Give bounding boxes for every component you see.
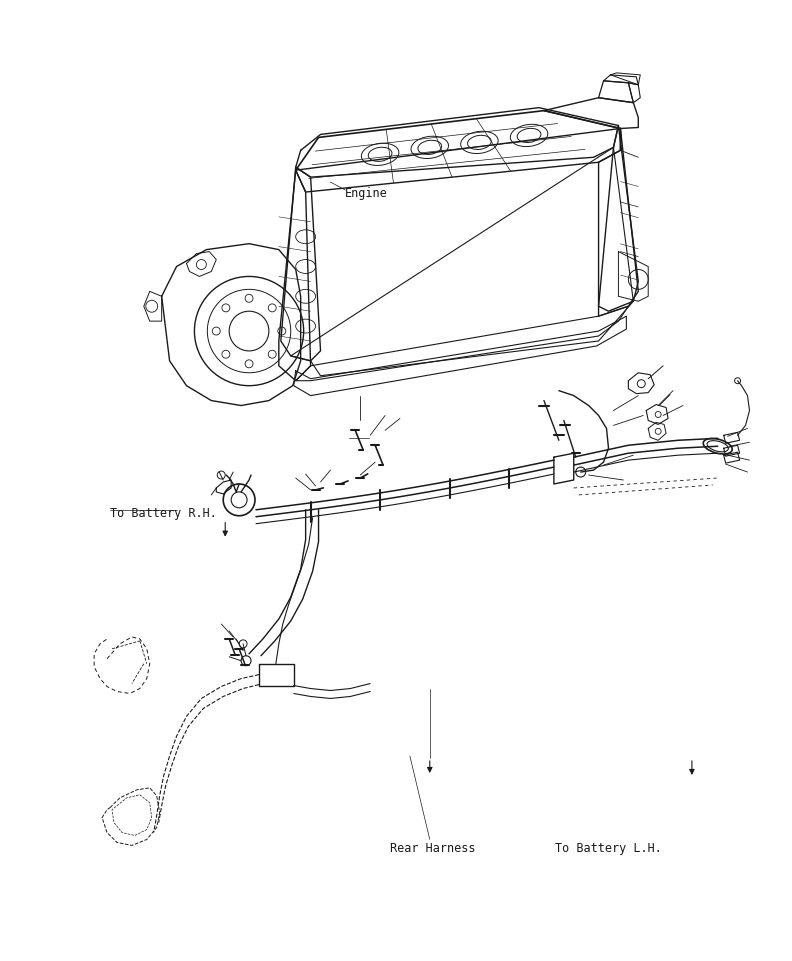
Text: To Battery L.H.: To Battery L.H.	[555, 843, 662, 855]
Text: Rear Harness: Rear Harness	[390, 843, 475, 855]
Text: To Battery R.H.: To Battery R.H.	[110, 506, 217, 520]
Text: Engine: Engine	[345, 187, 388, 200]
